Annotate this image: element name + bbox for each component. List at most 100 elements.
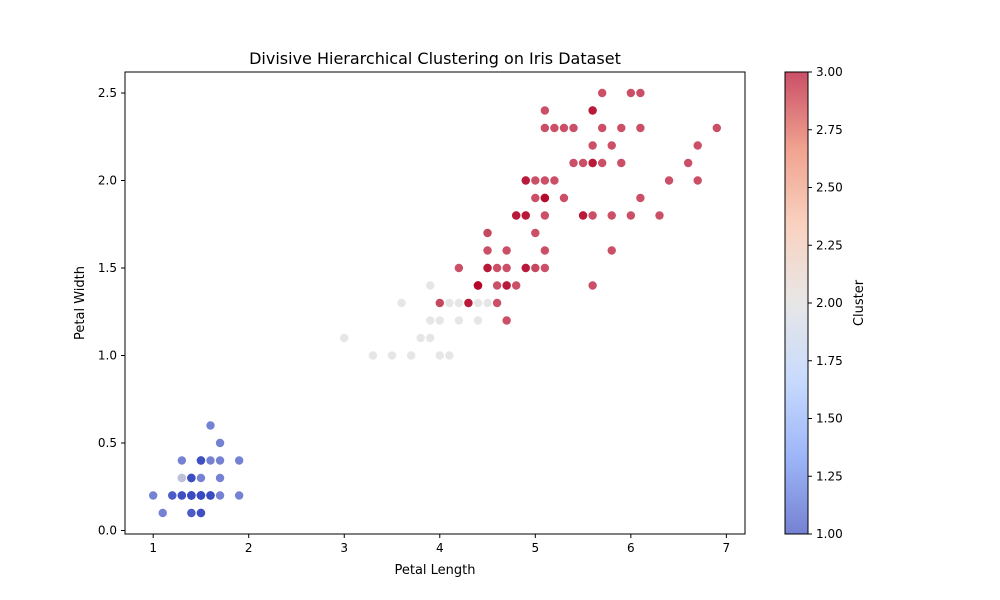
scatter-point (626, 88, 636, 98)
colorbar-tick-label: 1.75 (816, 354, 843, 368)
scatter-point (664, 176, 674, 185)
colorbar-tick-label: 2.50 (816, 181, 843, 195)
scatter-point (569, 123, 578, 133)
scatter-point (177, 456, 187, 465)
x-tick-label: 5 (531, 541, 539, 555)
scatter-point (206, 456, 215, 465)
scatter-point (512, 211, 521, 220)
scatter-point (540, 193, 550, 203)
scatter-point (177, 473, 187, 483)
scatter-point (607, 211, 616, 220)
x-axis-label: Petal Length (394, 563, 475, 578)
colorbar-tick-label: 1.25 (816, 469, 843, 483)
scatter-point (435, 316, 444, 325)
scatter-point (588, 158, 597, 168)
scatter-point (636, 123, 645, 133)
scatter-point (521, 263, 530, 273)
scatter-point (435, 351, 444, 360)
scatter-point (502, 263, 511, 273)
scatter-point (435, 298, 444, 308)
scatter-point (607, 141, 616, 150)
scatter-point (416, 333, 425, 343)
scatter-point (693, 141, 702, 150)
scatter-point (550, 176, 559, 185)
scatter-point (502, 246, 511, 255)
x-tick-label: 2 (245, 541, 253, 555)
scatter-point (158, 508, 167, 518)
scatter-point (531, 193, 540, 203)
scatter-point (445, 351, 454, 360)
scatter-point (540, 123, 550, 133)
x-tick-label: 4 (436, 541, 444, 555)
scatter-point (693, 176, 702, 185)
scatter-point (712, 123, 722, 133)
scatter-point (683, 158, 693, 168)
scatter-point (588, 211, 597, 220)
scatter-point (607, 246, 616, 255)
scatter-point (483, 298, 492, 308)
colorbar-label: Cluster (852, 279, 867, 326)
scatter-point (426, 333, 435, 343)
y-tick-label: 2.5 (98, 86, 117, 100)
scatter-point (397, 298, 406, 308)
scatter-point (406, 351, 416, 360)
scatter-point (187, 508, 196, 518)
scatter-point (540, 106, 550, 115)
scatter-point (540, 263, 550, 273)
scatter-point (617, 158, 626, 168)
scatter-point (234, 491, 244, 500)
colorbar-tick-label: 1.00 (816, 527, 843, 541)
scatter-point (512, 281, 521, 290)
x-tick-label: 6 (627, 541, 635, 555)
colorbar-tick-label: 2.00 (816, 296, 843, 310)
x-tick-label: 7 (723, 541, 731, 555)
scatter-point (655, 211, 664, 220)
scatter-point (454, 263, 464, 273)
chart-title: Divisive Hierarchical Clustering on Iris… (249, 49, 621, 68)
scatter-point (540, 246, 550, 255)
colorbar-tick-label: 3.00 (816, 65, 843, 79)
x-axis: 1 2 3 4 5 6 7 (149, 534, 730, 555)
scatter-point (426, 281, 435, 290)
scatter-point (215, 473, 225, 483)
scatter-point (196, 456, 206, 465)
scatter-point (206, 421, 215, 430)
scatter-point (187, 473, 196, 483)
scatter-point (559, 123, 569, 133)
scatter-point (597, 158, 607, 168)
scatter-point (550, 123, 559, 133)
scatter-point (521, 176, 530, 185)
y-tick-label: 0.0 (98, 524, 117, 538)
scatter-point (578, 211, 588, 220)
colorbar-axis: 1.00 1.25 1.50 1.75 2.00 2.25 2.50 2.75 3.00 (808, 65, 843, 541)
scatter-point (483, 228, 492, 238)
scatter-point (148, 491, 158, 500)
colorbar (784, 71, 809, 535)
scatter-point (617, 123, 626, 133)
colorbar-tick-label: 2.25 (816, 238, 843, 252)
scatter-point (502, 316, 511, 325)
scatter-point (492, 298, 502, 308)
y-tick-label: 0.5 (98, 436, 117, 450)
scatter-point (464, 298, 473, 308)
scatter-point (206, 491, 215, 500)
scatter-point (588, 106, 597, 115)
scatter-point (340, 333, 349, 343)
scatter-point (196, 508, 206, 518)
scatter-point (569, 158, 578, 168)
scatter-point (636, 88, 645, 98)
scatter-point (368, 351, 378, 360)
scatter-point (559, 193, 569, 203)
scatter-point (187, 491, 196, 500)
scatter-point (597, 123, 607, 133)
scatter-point (492, 263, 502, 273)
x-tick-label: 1 (149, 541, 157, 555)
scatter-point (215, 491, 225, 500)
y-tick-label: 1.0 (98, 349, 117, 363)
scatter-point (578, 158, 588, 168)
scatter-point (588, 141, 597, 150)
scatter-point (215, 456, 225, 465)
scatter-point (531, 263, 540, 273)
scatter-point (177, 491, 187, 500)
